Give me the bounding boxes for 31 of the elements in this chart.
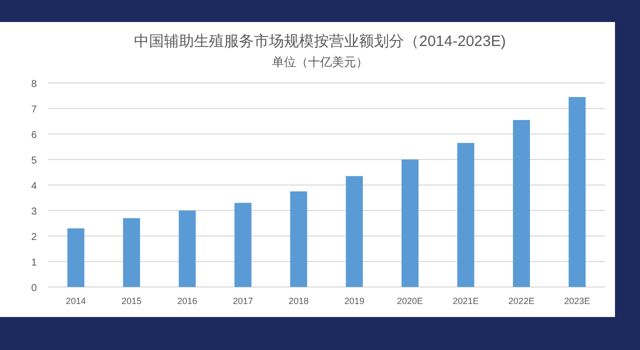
chart-title: 中国辅助生殖服务市场规模按营业额划分（2014-2023E) xyxy=(134,33,506,50)
x-tick-label: 2020E xyxy=(397,296,424,306)
x-tick-label: 2018 xyxy=(288,296,309,306)
bar xyxy=(178,210,196,287)
x-tick-label: 2021E xyxy=(452,296,479,306)
y-tick-label: 7 xyxy=(31,104,38,116)
bar xyxy=(290,191,308,287)
y-tick-label: 8 xyxy=(31,79,38,90)
x-tick-label: 2016 xyxy=(177,296,198,306)
x-tick-label: 2023E xyxy=(564,296,590,306)
y-tick-label: 4 xyxy=(31,181,38,192)
y-tick-label: 5 xyxy=(31,156,38,166)
y-tick-label: 3 xyxy=(31,206,38,218)
bar xyxy=(457,142,474,287)
bar xyxy=(568,97,586,287)
x-tick-label: 2015 xyxy=(122,296,142,306)
x-tick-label: 2014 xyxy=(66,296,86,306)
chart-subtitle: 单位（十亿美元） xyxy=(272,55,368,69)
bar xyxy=(346,176,363,287)
bar xyxy=(234,202,252,287)
y-tick-label: 1 xyxy=(31,258,38,268)
x-tick-label: 2017 xyxy=(232,296,253,306)
y-tick-label: 2 xyxy=(31,232,38,243)
x-tick-label: 2022E xyxy=(508,296,534,306)
bar xyxy=(402,160,419,287)
bar xyxy=(67,228,84,287)
y-tick-label: 6 xyxy=(31,130,38,141)
bar xyxy=(123,218,140,287)
bar xyxy=(512,120,530,287)
x-tick-label: 2019 xyxy=(344,296,364,306)
y-tick-label: 0 xyxy=(31,283,38,294)
